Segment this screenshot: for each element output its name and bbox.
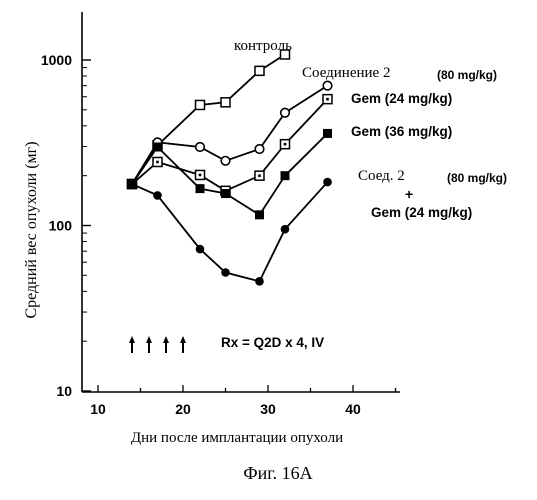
data-point-4-5 [281,225,290,234]
data-point-1-3 [221,157,230,166]
dosing-markers [129,336,186,353]
data-point-4-6 [323,178,332,187]
data-point-3-4 [255,210,264,219]
dose-arrowhead-0 [129,336,135,343]
data-point-3-2 [196,184,205,193]
data-point-4-4 [255,277,264,286]
data-point-4-2 [196,245,205,254]
figure-caption: Фиг. 16A [243,463,312,483]
series-label-combo-gem: Gem (24 mg/kg) [371,205,472,220]
series-label-compound2-dose: (80 mg/kg) [437,68,497,82]
dose-arrowhead-1 [146,336,152,343]
data-point-2-6-dot [326,98,329,101]
dose-arrowhead-2 [163,336,169,343]
series-label-gem36: Gem (36 mg/kg) [351,124,452,139]
data-point-2-2-dot [199,174,202,177]
data-point-1-6 [323,81,332,90]
series-label-gem24: Gem (24 mg/kg) [351,91,452,106]
data-point-3-6 [323,129,332,138]
data-point-3-3 [221,189,230,198]
y-tick-label: 100 [49,218,73,234]
data-point-0-4 [255,66,264,75]
y-tick-label: 1000 [41,52,72,68]
data-point-4-0 [128,180,137,189]
data-point-2-1-dot [156,161,159,164]
x-axis-label: Дни после имплантации опухоли [131,430,343,446]
x-tick-label: 30 [260,401,276,417]
data-point-1-5 [281,108,290,117]
x-tick-label: 40 [345,401,361,417]
data-point-3-1 [153,143,162,152]
data-point-0-3 [221,98,230,107]
data-point-4-1 [153,191,162,200]
regimen-annotation: Rx = Q2D x 4, IV [221,335,324,350]
series-markers [128,50,333,286]
data-point-3-5 [281,171,290,180]
dose-arrowhead-3 [180,336,186,343]
data-point-2-5-dot [284,143,287,146]
data-point-1-2 [196,143,205,152]
series-label-compound2: Соединение 2 [302,65,390,81]
x-tick-label: 20 [175,401,191,417]
data-point-4-3 [221,268,230,277]
series-label-combo-dose: (80 mg/kg) [447,171,507,185]
series-lines [132,54,328,281]
data-point-1-4 [255,145,264,154]
series-label-control: контроль [234,38,292,54]
x-tick-label: 10 [90,401,106,417]
data-point-2-4-dot [258,174,261,177]
data-point-0-2 [196,100,205,109]
y-tick-label: 10 [56,383,72,399]
y-axis-label: Средний вес опухоли (мг) [23,141,40,318]
series-label-combo-plus: + [405,186,413,202]
series-label-combo-name: Соед. 2 [358,168,405,184]
